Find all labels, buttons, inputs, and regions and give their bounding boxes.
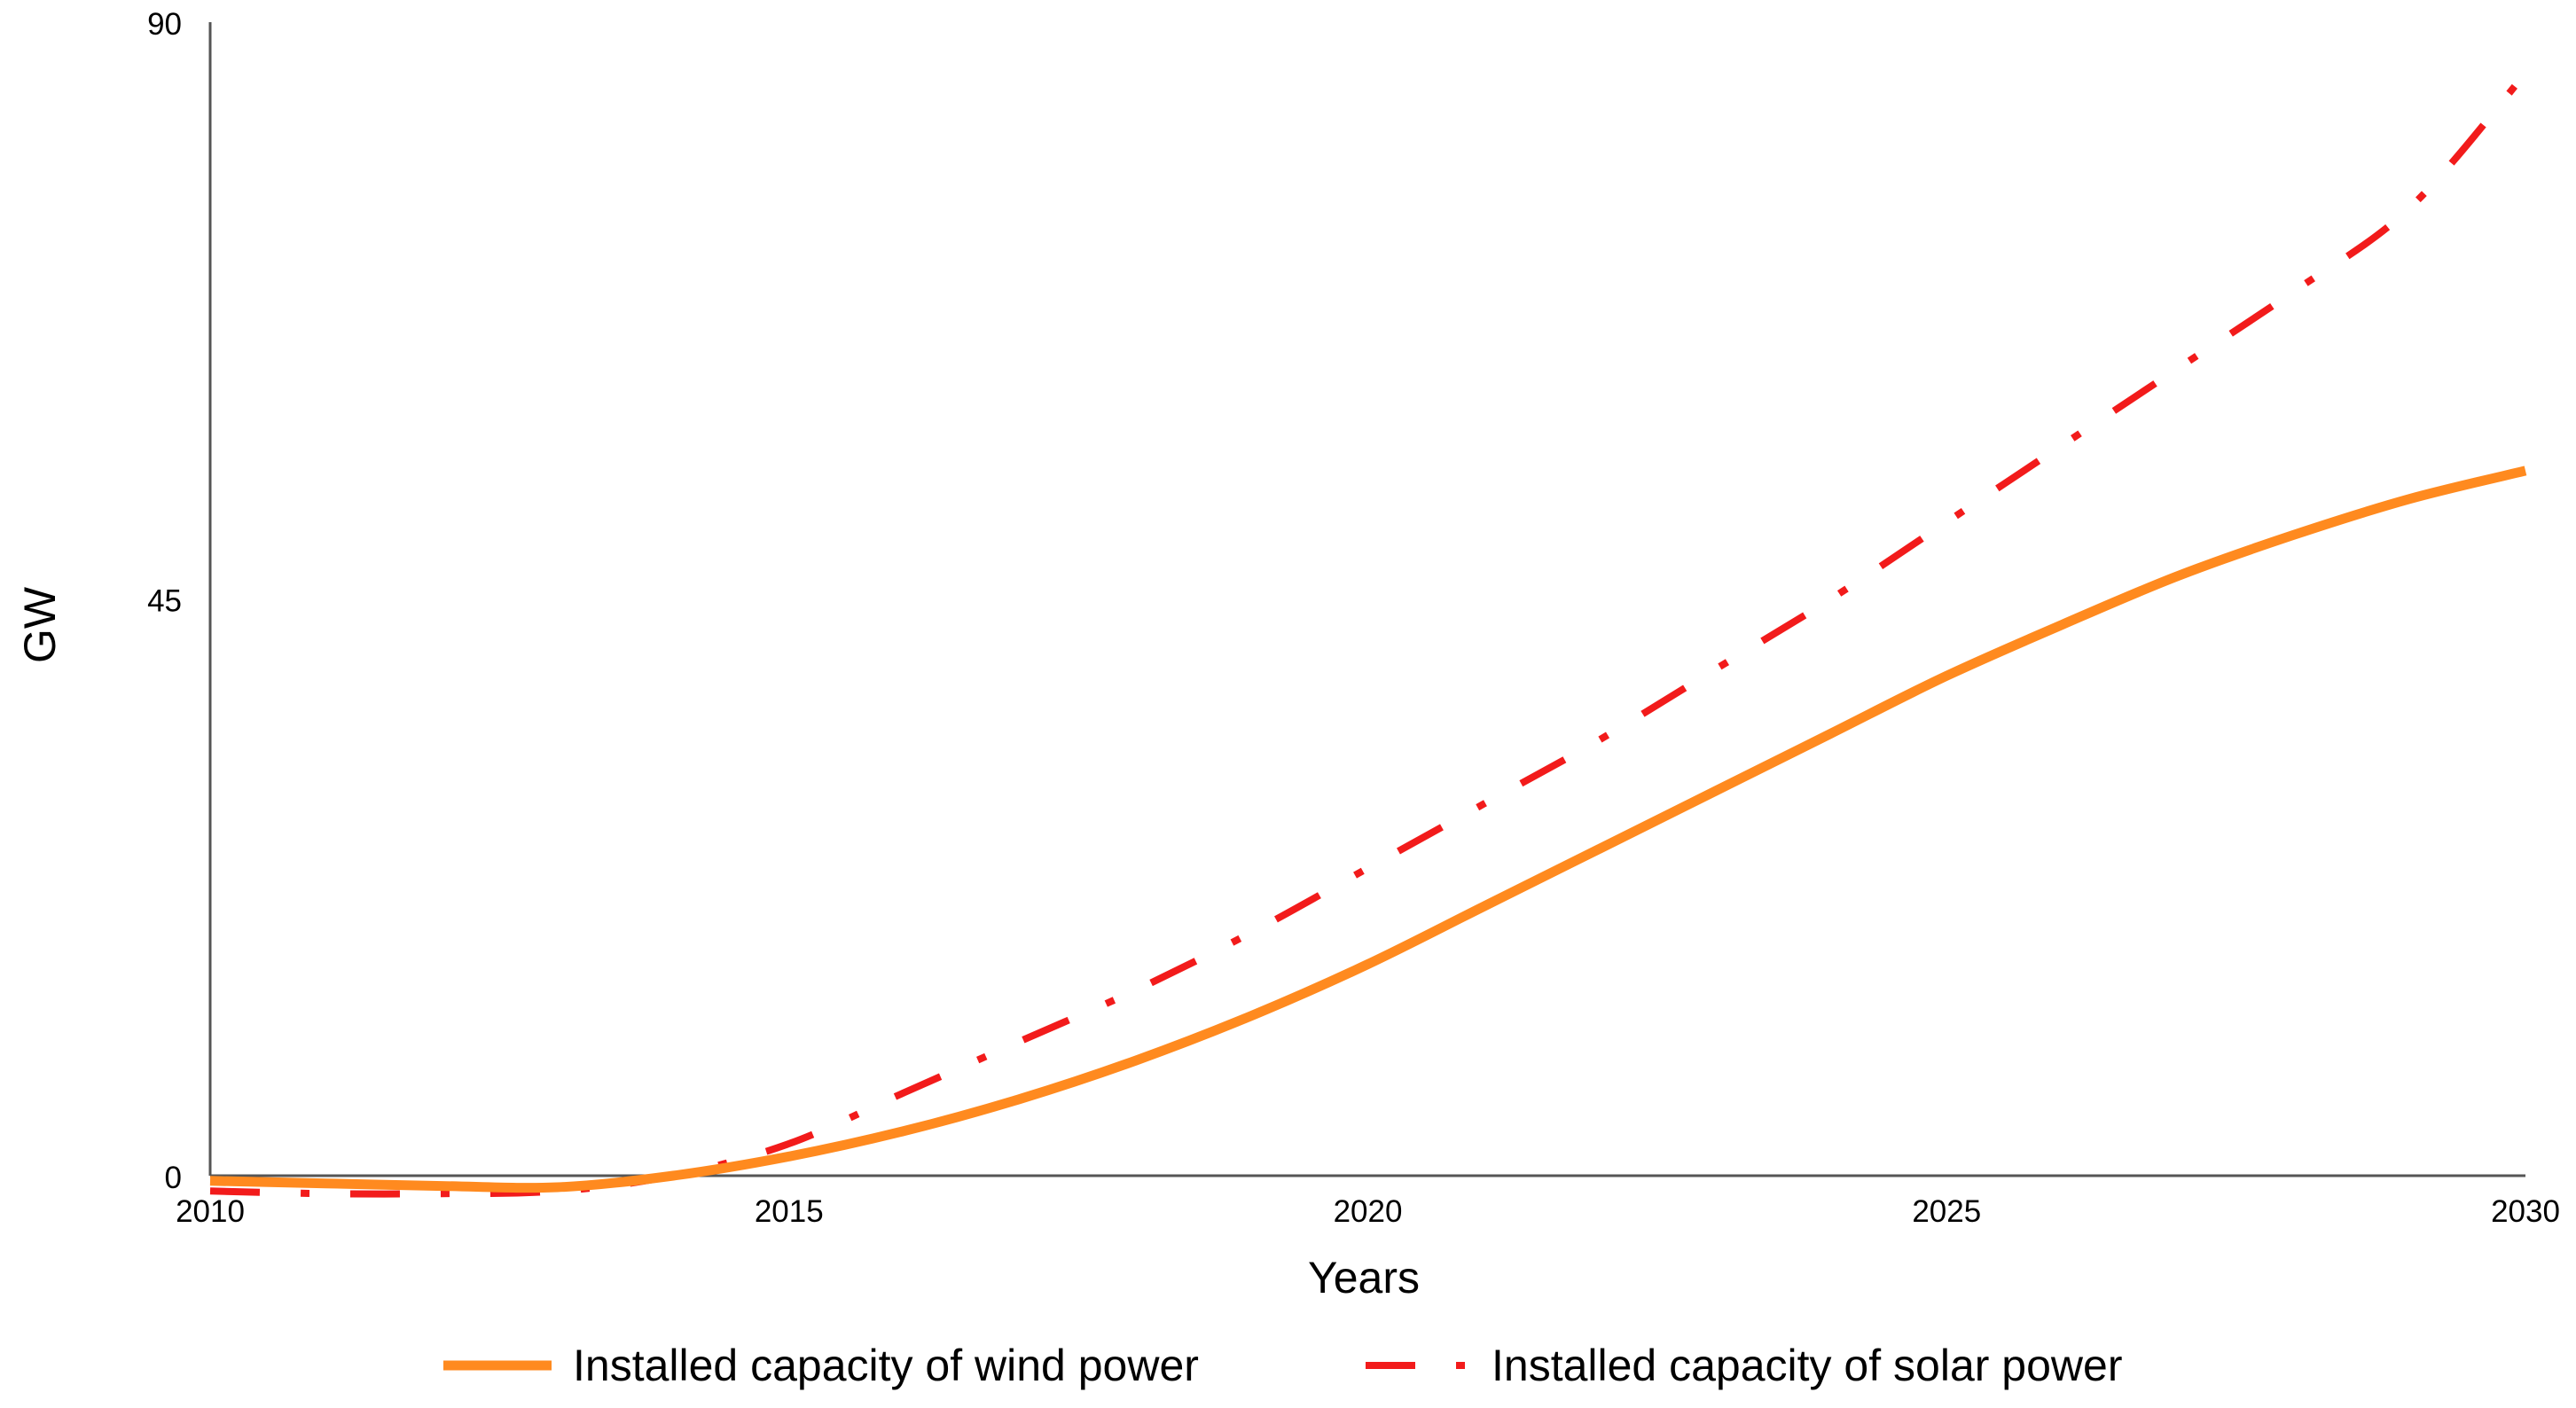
- axes: [208, 22, 2525, 1177]
- series-line-solar: [209, 71, 2529, 1198]
- y-axis-title: GW: [15, 586, 65, 663]
- legend-item-wind: Installed capacity of wind power: [443, 1341, 1199, 1390]
- x-tick-label: 2020: [1334, 1194, 1403, 1229]
- y-tick-label: 90: [147, 7, 182, 42]
- x-tick-labels: 2010 2015 2020 2025 2030: [176, 1194, 2560, 1229]
- x-tick-label: 2030: [2491, 1194, 2560, 1229]
- x-axis-title: Years: [1308, 1253, 1420, 1302]
- legend-label-wind: Installed capacity of wind power: [573, 1341, 1199, 1390]
- series-layer: [209, 71, 2529, 1198]
- y-tick-label: 45: [147, 584, 182, 619]
- legend: Installed capacity of wind power Install…: [443, 1341, 2122, 1390]
- series-line-wind: [209, 465, 2527, 1193]
- legend-label-solar: Installed capacity of solar power: [1492, 1341, 2122, 1390]
- x-tick-label: 2010: [176, 1194, 245, 1229]
- legend-item-solar: Installed capacity of solar power: [1366, 1341, 2122, 1390]
- x-tick-label: 2015: [755, 1194, 824, 1229]
- y-tick-label: 0: [165, 1161, 182, 1195]
- y-tick-labels: 0 45 90: [147, 7, 182, 1195]
- x-tick-label: 2025: [1912, 1194, 1981, 1229]
